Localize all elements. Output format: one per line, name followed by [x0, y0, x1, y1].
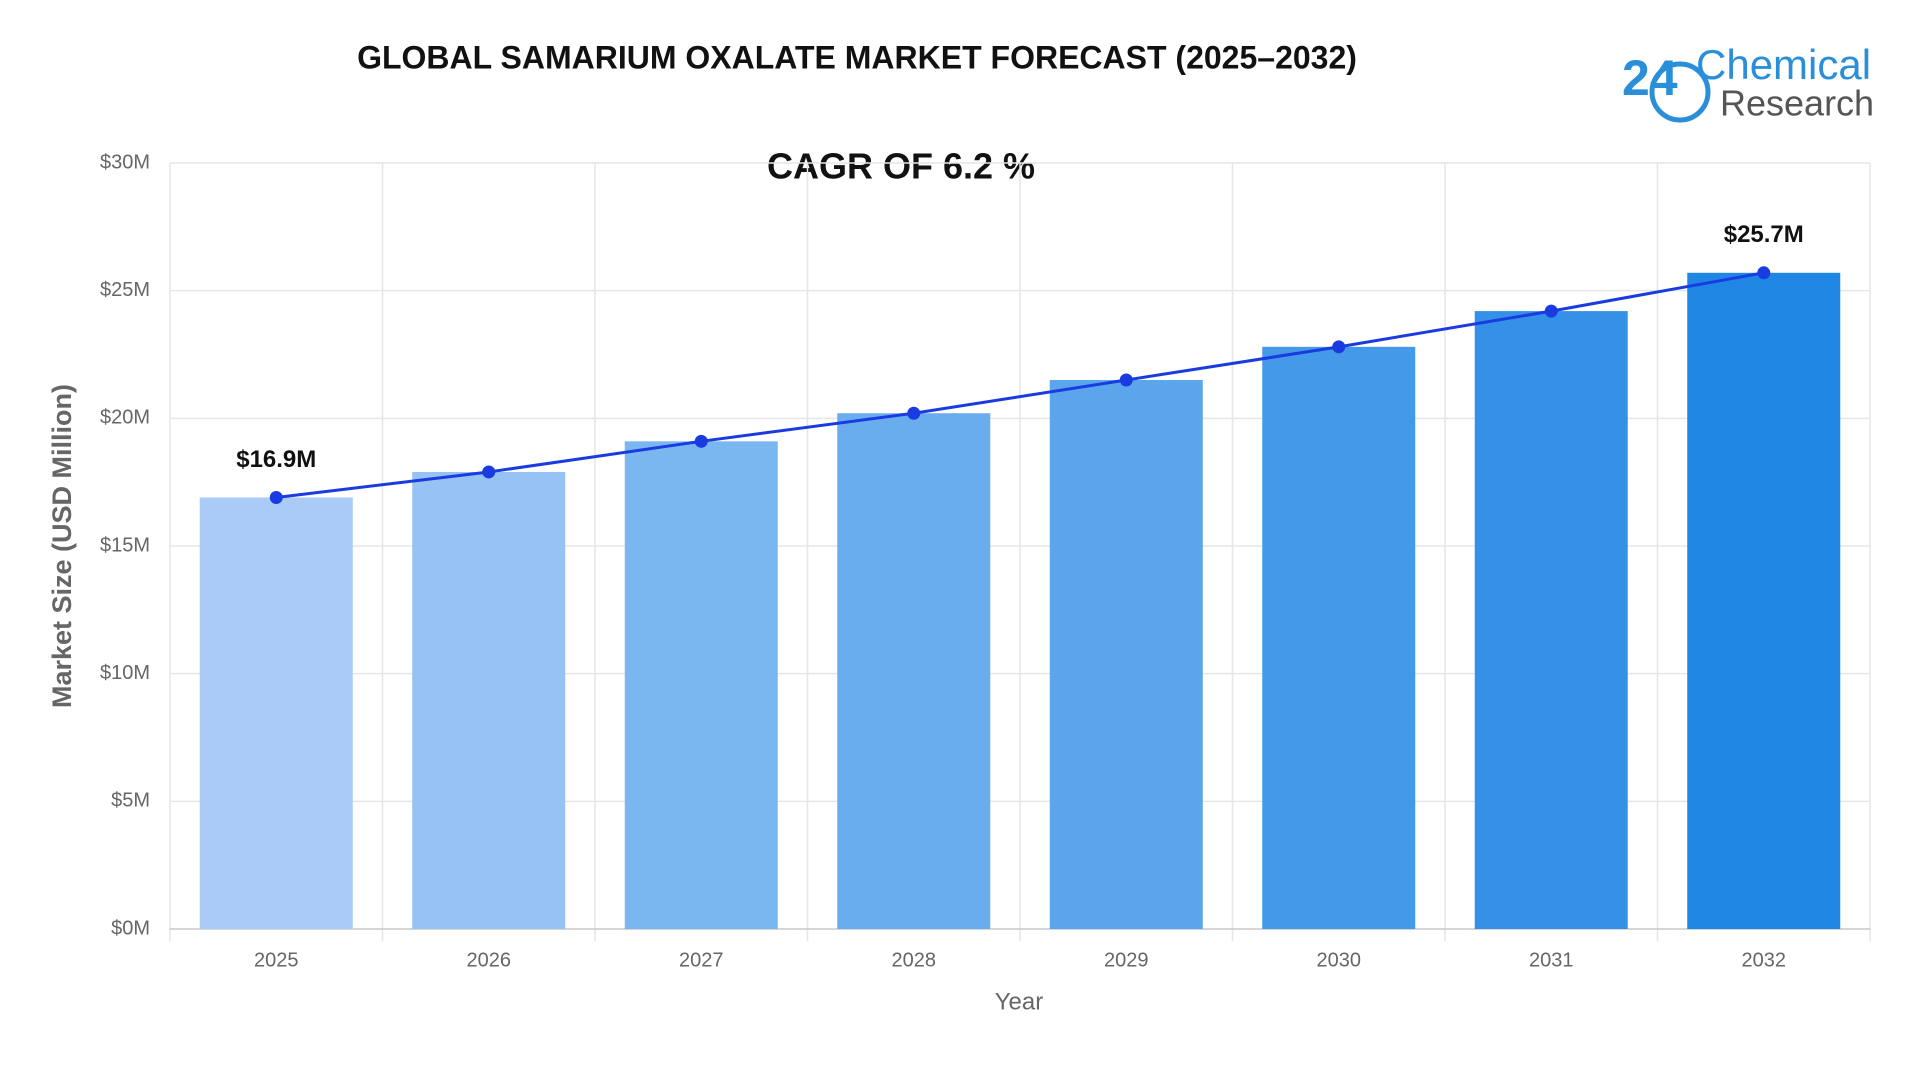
bar	[837, 413, 991, 929]
y-tick-label: $20M	[100, 407, 150, 429]
trend-point	[1119, 373, 1133, 387]
bar	[1262, 346, 1416, 930]
logo-icon	[1649, 61, 1711, 123]
bar	[199, 497, 353, 929]
bar	[1474, 311, 1628, 929]
trend-point	[1332, 340, 1346, 354]
bar	[624, 441, 778, 929]
trend-point	[694, 434, 708, 448]
x-tick-label: 2032	[1742, 949, 1787, 971]
y-tick-label: $15M	[100, 534, 150, 556]
logo-text: Research	[1720, 83, 1874, 124]
y-tick-label: $5M	[111, 790, 150, 812]
chart-title: GLOBAL SAMARIUM OXALATE MARKET FORECAST …	[357, 39, 1357, 75]
logo-text: Chemical	[1696, 41, 1871, 88]
x-tick-label: 2029	[1104, 949, 1149, 971]
trend-point	[1757, 266, 1771, 280]
bar	[412, 471, 566, 929]
bar	[1687, 272, 1841, 929]
trend-point	[482, 465, 496, 479]
bar	[1049, 380, 1203, 929]
trend-point	[1544, 304, 1558, 318]
logo-number: 24	[1622, 50, 1678, 106]
x-tick-label: 2026	[467, 949, 512, 971]
y-tick-label: $10M	[100, 662, 150, 684]
x-tick-label: 2031	[1529, 949, 1574, 971]
data-label: $25.7M	[1724, 221, 1804, 248]
y-tick-label: $0M	[111, 917, 150, 939]
x-tick-label: 2028	[892, 949, 937, 971]
y-axis-title: Market Size (USD Million)	[47, 384, 77, 708]
x-tick-label: 2025	[254, 949, 299, 971]
trend-line	[276, 271, 1765, 499]
x-tick-label: 2030	[1317, 949, 1362, 971]
chart-subtitle: CAGR OF 6.2 %	[767, 146, 1035, 187]
y-tick-label: $25M	[100, 279, 150, 301]
trend-point	[907, 406, 921, 420]
x-axis-title: Year	[995, 988, 1044, 1015]
trend-point	[269, 490, 283, 504]
data-label: $16.9M	[236, 446, 316, 473]
y-tick-label: $30M	[100, 151, 150, 173]
logo: 24 Chemical Research	[1622, 41, 1874, 123]
x-tick-label: 2027	[679, 949, 724, 971]
